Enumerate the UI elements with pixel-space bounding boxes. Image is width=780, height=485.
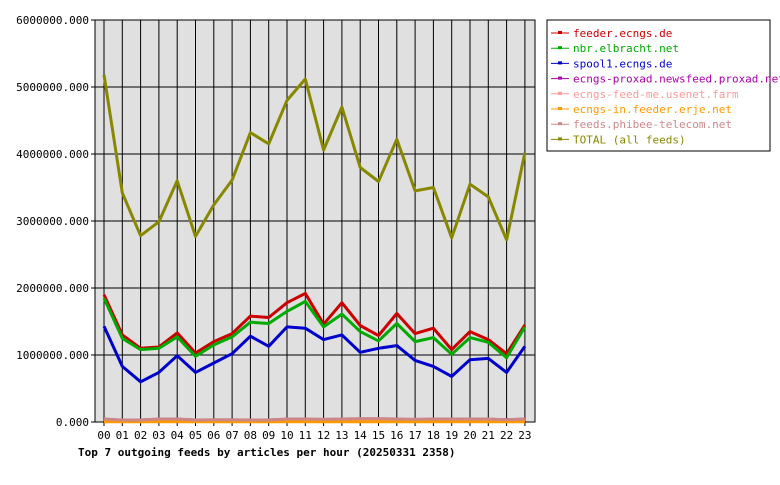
x-tick-label: 00	[97, 429, 110, 442]
legend-label: ecngs-in.feeder.erje.net	[573, 103, 732, 116]
series-line-1	[102, 297, 527, 360]
legend-marker	[558, 61, 562, 65]
legend-label: spool1.ecngs.de	[573, 57, 672, 70]
x-tick-label: 12	[317, 429, 330, 442]
legend-entry-6: feeds.phibee-telecom.net	[551, 118, 732, 131]
x-tick-label: 20	[463, 429, 476, 442]
y-tick-label: 0.000	[56, 416, 89, 429]
series-line-6	[103, 417, 525, 422]
y-tick-label: 1000000.000	[16, 349, 89, 362]
legend-marker	[558, 137, 562, 141]
x-tick-label: 06	[207, 429, 220, 442]
legend-label: ecngs-proxad.newsfeed.proxad.net	[573, 73, 780, 86]
legend-marker	[558, 122, 562, 126]
y-tick-label: 3000000.000	[16, 215, 89, 228]
legend-entry-4: ecngs-feed-me.usenet.farm	[551, 88, 739, 101]
x-tick-label: 22	[500, 429, 513, 442]
x-tick-label: 03	[152, 429, 165, 442]
legend-box	[546, 19, 771, 152]
x-tick-label: 16	[390, 429, 403, 442]
legend-label: TOTAL (all feeds)	[573, 133, 686, 146]
legend-entry-0: feeder.ecngs.de	[551, 27, 672, 40]
legend-marker	[558, 31, 562, 34]
legend-label: nbr.elbracht.net	[573, 42, 679, 55]
x-tick-label: 04	[171, 429, 185, 442]
chart-title: Top 7 outgoing feeds by articles per hou…	[78, 446, 456, 459]
x-tick-label: 18	[427, 429, 440, 442]
x-tick-label: 09	[262, 429, 275, 442]
legend: feeder.ecngs.de nbr.elbracht.net spool1.ec…	[546, 19, 780, 152]
x-tick-label: 14	[354, 429, 368, 442]
legend-entries: feeder.ecngs.de nbr.elbracht.net spool1.ec…	[551, 27, 780, 146]
x-tick-label: 17	[408, 429, 421, 442]
y-tick-label: 6000000.000	[16, 14, 89, 27]
x-tick-label: 21	[482, 429, 495, 442]
legend-marker	[558, 107, 562, 110]
x-tick-label: 10	[280, 429, 293, 442]
x-tick-label: 23	[518, 429, 531, 442]
y-tick-label: 5000000.000	[16, 81, 89, 94]
x-tick-label: 11	[299, 429, 312, 442]
series-layer	[102, 74, 527, 424]
series-line-7	[102, 74, 527, 242]
x-tick-label: 15	[372, 429, 385, 442]
legend-label: feeds.phibee-telecom.net	[573, 118, 732, 131]
x-tick-label: 01	[116, 429, 129, 442]
legend-entry-3: ecngs-proxad.newsfeed.proxad.net	[551, 73, 780, 86]
legend-entry-5: ecngs-in.feeder.erje.net	[551, 103, 732, 116]
x-tick-label: 08	[244, 429, 257, 442]
x-tick-label: 07	[225, 429, 238, 442]
y-axis: 0.000 1000000.000 2000000.000 3000000.000 40…	[16, 14, 95, 429]
x-tick-label: 05	[189, 429, 202, 442]
legend-entry-7: TOTAL (all feeds)	[551, 133, 686, 146]
y-tick-label: 2000000.000	[16, 282, 89, 295]
x-tick-label: 02	[134, 429, 147, 442]
series-line-2	[102, 325, 527, 384]
x-axis: 00 01 02 03 04 05 06 07 08 09 10 11 12 13 14 15 16 17 18 19…	[97, 422, 532, 442]
legend-entry-1: nbr.elbracht.net	[551, 42, 679, 55]
legend-label: ecngs-feed-me.usenet.farm	[573, 88, 739, 101]
x-tick-label: 19	[445, 429, 458, 442]
legend-marker	[558, 46, 562, 50]
x-tick-label: 13	[335, 429, 348, 442]
legend-marker	[558, 76, 562, 80]
legend-marker	[558, 91, 562, 95]
legend-entry-2: spool1.ecngs.de	[551, 57, 672, 70]
series-line-0	[102, 291, 527, 356]
grid-layer	[95, 20, 535, 422]
y-tick-label: 4000000.000	[16, 148, 89, 161]
legend-label: feeder.ecngs.de	[573, 27, 672, 40]
